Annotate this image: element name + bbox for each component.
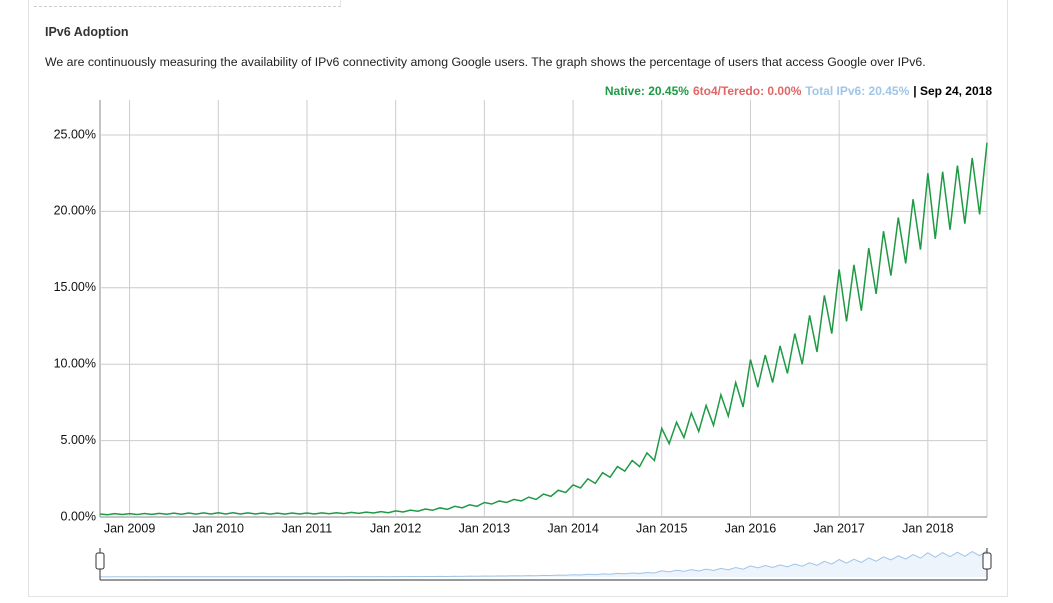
y-tick-label: 15.00% bbox=[54, 280, 96, 294]
y-tick-label: 20.00% bbox=[54, 204, 96, 218]
y-tick-label: 5.00% bbox=[61, 433, 96, 447]
x-tick-label: Jan 2010 bbox=[193, 521, 244, 535]
x-tick-label: Jan 2011 bbox=[282, 521, 333, 535]
legend-item: | Sep 24, 2018 bbox=[913, 84, 992, 98]
legend-item: 6to4/Teredo: 0.00% bbox=[693, 84, 802, 98]
legend-item: Total IPv6: 20.45% bbox=[805, 84, 909, 98]
x-tick-label: Jan 2013 bbox=[459, 521, 510, 535]
y-tick-label: 0.00% bbox=[61, 509, 96, 523]
title: IPv6 Adoption bbox=[45, 25, 129, 39]
x-tick-label: Jan 2017 bbox=[813, 521, 864, 535]
series-line bbox=[99, 142, 988, 516]
range-line bbox=[99, 550, 988, 578]
y-tick-label: 25.00% bbox=[54, 127, 96, 141]
range-handle[interactable] bbox=[982, 552, 992, 570]
x-tick-label: Jan 2012 bbox=[370, 521, 421, 535]
x-tick-label: Jan 2009 bbox=[104, 521, 155, 535]
tab bbox=[34, 0, 341, 7]
range-area bbox=[100, 550, 987, 577]
legend-item: Native: 20.45% bbox=[605, 84, 689, 98]
y-tick-label: 10.00% bbox=[54, 356, 96, 370]
x-tick-label: Jan 2015 bbox=[636, 521, 687, 535]
panel bbox=[28, 0, 1008, 597]
legend: Native: 20.45% 6to4/Teredo: 0.00% Total IP… bbox=[605, 84, 992, 98]
x-tick-label: Jan 2016 bbox=[725, 521, 776, 535]
x-tick-label: Jan 2018 bbox=[902, 521, 953, 535]
description: We are continuously measuring the availa… bbox=[45, 55, 926, 69]
range-handle[interactable] bbox=[95, 552, 105, 570]
x-tick-label: Jan 2014 bbox=[547, 521, 598, 535]
